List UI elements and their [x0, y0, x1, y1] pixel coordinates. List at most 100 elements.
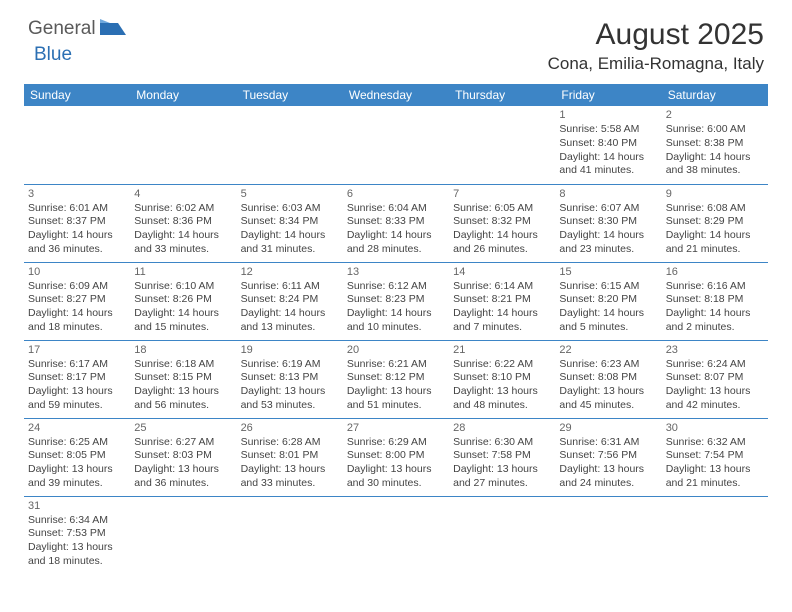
day-number: 26 — [241, 421, 339, 435]
daylight-text: and 18 minutes. — [28, 555, 126, 569]
sunset-text: Sunset: 7:58 PM — [453, 449, 551, 463]
calendar-row: 3Sunrise: 6:01 AMSunset: 8:37 PMDaylight… — [24, 184, 768, 262]
day-number: 28 — [453, 421, 551, 435]
daylight-text: and 26 minutes. — [453, 243, 551, 257]
calendar-cell: 5Sunrise: 6:03 AMSunset: 8:34 PMDaylight… — [237, 184, 343, 262]
day-number: 4 — [134, 187, 232, 201]
calendar-row: 24Sunrise: 6:25 AMSunset: 8:05 PMDayligh… — [24, 418, 768, 496]
day-number: 1 — [559, 108, 657, 122]
calendar-cell: 15Sunrise: 6:15 AMSunset: 8:20 PMDayligh… — [555, 262, 661, 340]
day-number: 18 — [134, 343, 232, 357]
daylight-text: and 21 minutes. — [666, 477, 764, 491]
sunrise-text: Sunrise: 6:30 AM — [453, 436, 551, 450]
sunset-text: Sunset: 7:54 PM — [666, 449, 764, 463]
brand-part1: General — [28, 18, 96, 40]
calendar-cell: 23Sunrise: 6:24 AMSunset: 8:07 PMDayligh… — [662, 340, 768, 418]
sunrise-text: Sunrise: 6:04 AM — [347, 202, 445, 216]
calendar-cell: 16Sunrise: 6:16 AMSunset: 8:18 PMDayligh… — [662, 262, 768, 340]
calendar-row: 1Sunrise: 5:58 AMSunset: 8:40 PM Daylight… — [24, 106, 768, 184]
sunset-text: Sunset: 8:01 PM — [241, 449, 339, 463]
daylight-text: and 33 minutes. — [241, 477, 339, 491]
calendar-cell: 11Sunrise: 6:10 AMSunset: 8:26 PMDayligh… — [130, 262, 236, 340]
daylight-text: Daylight: 14 hours — [453, 307, 551, 321]
sunset-text: Sunset: 8:20 PM — [559, 293, 657, 307]
day-number: 19 — [241, 343, 339, 357]
calendar-cell — [237, 106, 343, 184]
sunrise-text: Sunrise: 5:58 AM — [559, 123, 657, 137]
sunrise-text: Sunrise: 6:18 AM — [134, 358, 232, 372]
sunset-text: Sunset: 7:56 PM — [559, 449, 657, 463]
daylight-text: Daylight: 13 hours — [347, 385, 445, 399]
sunset-text: Sunset: 8:40 PM — [559, 137, 657, 151]
daylight-text: Daylight: 13 hours — [28, 385, 126, 399]
daylight-text: Daylight: 13 hours — [453, 385, 551, 399]
calendar-cell — [130, 496, 236, 574]
sunset-text: Sunset: 8:05 PM — [28, 449, 126, 463]
calendar-cell: 31Sunrise: 6:34 AMSunset: 7:53 PMDayligh… — [24, 496, 130, 574]
daylight-text: and 51 minutes. — [347, 399, 445, 413]
sunrise-text: Sunrise: 6:01 AM — [28, 202, 126, 216]
calendar-row: 17Sunrise: 6:17 AMSunset: 8:17 PMDayligh… — [24, 340, 768, 418]
daylight-text: Daylight: 13 hours — [28, 541, 126, 555]
day-number: 13 — [347, 265, 445, 279]
daylight-text: Daylight: 14 hours — [453, 229, 551, 243]
daylight-text: and 7 minutes. — [453, 321, 551, 335]
day-number: 15 — [559, 265, 657, 279]
daylight-text: Daylight: 14 hours — [666, 229, 764, 243]
daylight-text: and 45 minutes. — [559, 399, 657, 413]
day-number: 31 — [28, 499, 126, 513]
day-number: 22 — [559, 343, 657, 357]
sunset-text: Sunset: 8:10 PM — [453, 371, 551, 385]
calendar-cell: 22Sunrise: 6:23 AMSunset: 8:08 PMDayligh… — [555, 340, 661, 418]
daylight-text: Daylight: 13 hours — [134, 385, 232, 399]
month-title: August 2025 — [548, 18, 764, 52]
sunrise-text: Sunrise: 6:07 AM — [559, 202, 657, 216]
calendar-row: 10Sunrise: 6:09 AMSunset: 8:27 PMDayligh… — [24, 262, 768, 340]
calendar-cell — [237, 496, 343, 574]
day-number: 21 — [453, 343, 551, 357]
daylight-text: Daylight: 14 hours — [559, 229, 657, 243]
weekday-header: Monday — [130, 84, 236, 106]
sunset-text: Sunset: 8:36 PM — [134, 215, 232, 229]
day-number: 9 — [666, 187, 764, 201]
weekday-header: Wednesday — [343, 84, 449, 106]
daylight-text: and 39 minutes. — [28, 477, 126, 491]
calendar-head: SundayMondayTuesdayWednesdayThursdayFrid… — [24, 84, 768, 106]
day-number: 27 — [347, 421, 445, 435]
calendar-cell — [449, 106, 555, 184]
daylight-text: and 42 minutes. — [666, 399, 764, 413]
daylight-text: Daylight: 14 hours — [666, 307, 764, 321]
calendar-cell: 4Sunrise: 6:02 AMSunset: 8:36 PMDaylight… — [130, 184, 236, 262]
day-number: 12 — [241, 265, 339, 279]
calendar-cell: 1Sunrise: 5:58 AMSunset: 8:40 PMDaylight… — [555, 106, 661, 184]
daylight-text: and 41 minutes. — [559, 164, 657, 178]
daylight-text: and 56 minutes. — [134, 399, 232, 413]
sunset-text: Sunset: 8:03 PM — [134, 449, 232, 463]
calendar-cell: 10Sunrise: 6:09 AMSunset: 8:27 PMDayligh… — [24, 262, 130, 340]
sunrise-text: Sunrise: 6:25 AM — [28, 436, 126, 450]
daylight-text: Daylight: 13 hours — [241, 385, 339, 399]
calendar-cell: 20Sunrise: 6:21 AMSunset: 8:12 PMDayligh… — [343, 340, 449, 418]
daylight-text: Daylight: 14 hours — [134, 307, 232, 321]
sunset-text: Sunset: 7:53 PM — [28, 527, 126, 541]
sunrise-text: Sunrise: 6:09 AM — [28, 280, 126, 294]
calendar-table: SundayMondayTuesdayWednesdayThursdayFrid… — [24, 84, 768, 574]
sunrise-text: Sunrise: 6:02 AM — [134, 202, 232, 216]
daylight-text: Daylight: 14 hours — [666, 151, 764, 165]
sunrise-text: Sunrise: 6:23 AM — [559, 358, 657, 372]
calendar-cell: 26Sunrise: 6:28 AMSunset: 8:01 PMDayligh… — [237, 418, 343, 496]
weekday-header: Thursday — [449, 84, 555, 106]
location-subtitle: Cona, Emilia-Romagna, Italy — [548, 54, 764, 74]
daylight-text: and 31 minutes. — [241, 243, 339, 257]
sunrise-text: Sunrise: 6:00 AM — [666, 123, 764, 137]
day-number: 25 — [134, 421, 232, 435]
sunrise-text: Sunrise: 6:08 AM — [666, 202, 764, 216]
day-number: 23 — [666, 343, 764, 357]
sunset-text: Sunset: 8:32 PM — [453, 215, 551, 229]
daylight-text: and 15 minutes. — [134, 321, 232, 335]
calendar-cell: 12Sunrise: 6:11 AMSunset: 8:24 PMDayligh… — [237, 262, 343, 340]
sunrise-text: Sunrise: 6:03 AM — [241, 202, 339, 216]
daylight-text: Daylight: 14 hours — [28, 307, 126, 321]
sunset-text: Sunset: 8:34 PM — [241, 215, 339, 229]
sunrise-text: Sunrise: 6:32 AM — [666, 436, 764, 450]
